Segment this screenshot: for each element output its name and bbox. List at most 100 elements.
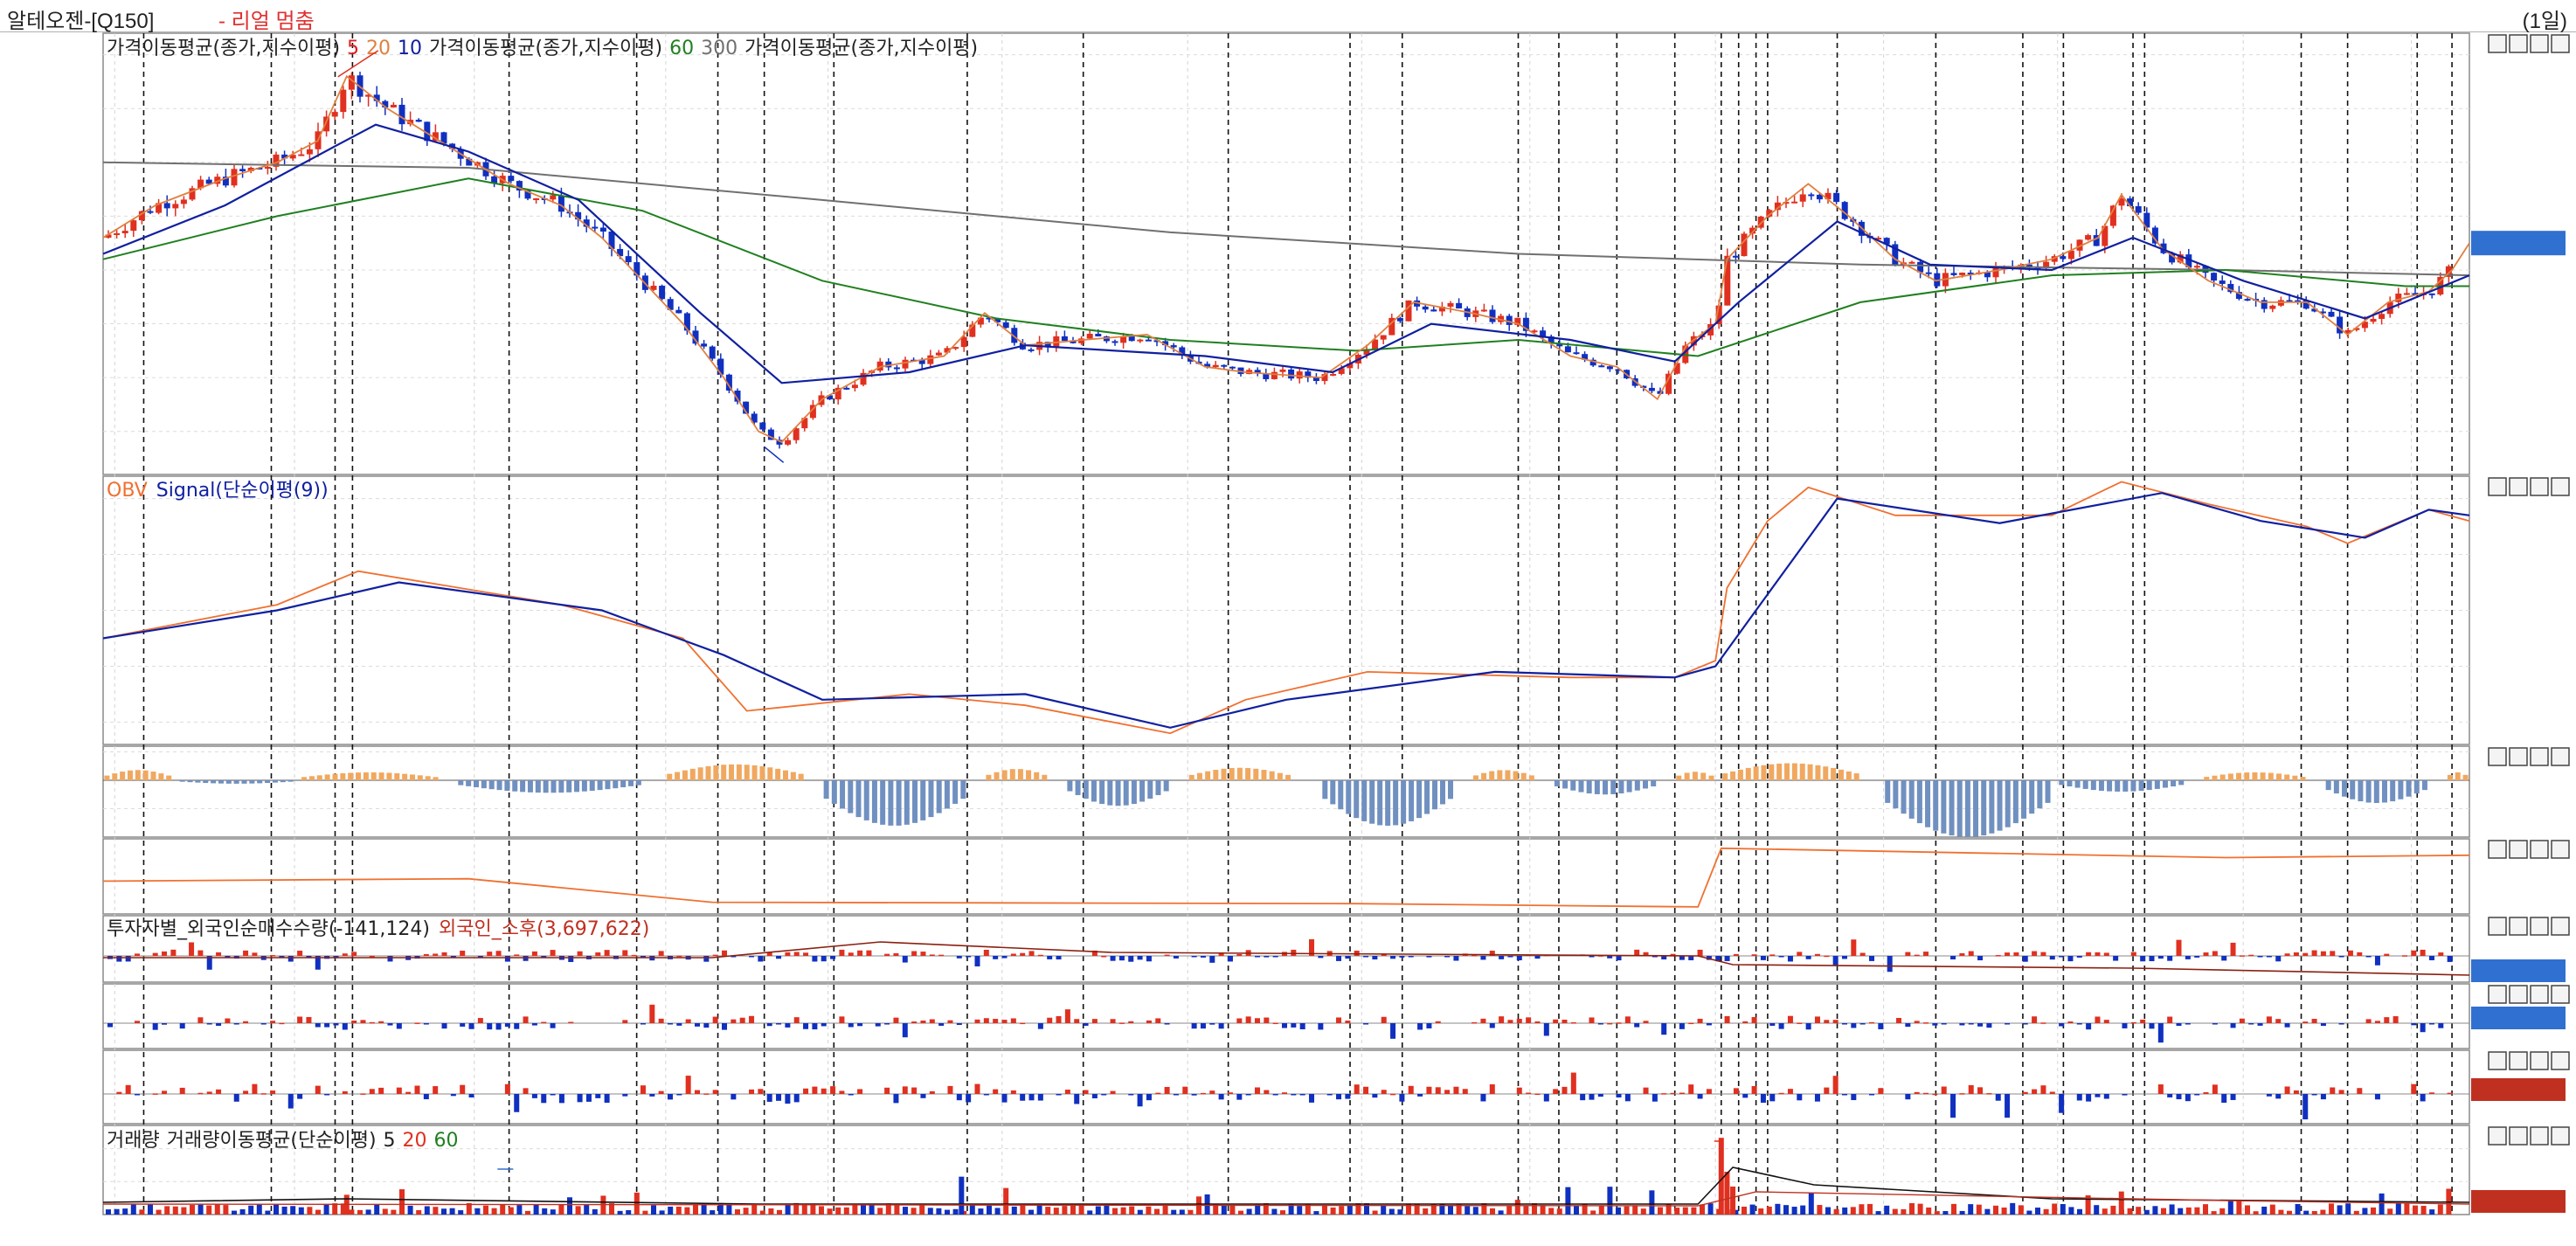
personal-bar xyxy=(1923,1092,1929,1095)
pane-restore-button[interactable] xyxy=(2488,747,2507,766)
pane-restore-button[interactable] xyxy=(2488,840,2507,859)
foreign-bar xyxy=(2130,952,2136,956)
volume-bar xyxy=(1917,1203,1923,1215)
pane-max-button[interactable] xyxy=(2530,917,2549,936)
institution-bar xyxy=(703,1023,710,1028)
pane-close-button[interactable] xyxy=(2551,985,2570,1004)
pane-min-button[interactable] xyxy=(2509,917,2528,936)
pane-close-button[interactable] xyxy=(2551,1051,2570,1070)
foreign-legend-part[interactable]: 외국인_소후(3,697,622) xyxy=(439,918,649,940)
institution-bar xyxy=(839,1016,845,1023)
volume-bar xyxy=(1616,1207,1621,1215)
personal-bar xyxy=(839,1090,845,1094)
pane-max-button[interactable] xyxy=(2530,747,2549,766)
volume-bar xyxy=(877,1208,883,1215)
pane-restore-button[interactable] xyxy=(2488,1051,2507,1070)
personal-bar xyxy=(1733,1088,1739,1094)
pane-min-button[interactable] xyxy=(2509,985,2528,1004)
price-candle xyxy=(2160,243,2167,253)
price-candle xyxy=(1883,238,1890,245)
personal-bar xyxy=(1146,1094,1152,1101)
volume-legend-part[interactable]: 거래량이동평균(단순이평) xyxy=(167,1130,377,1152)
osc-bar xyxy=(150,772,156,780)
pane-close-button[interactable] xyxy=(2551,34,2570,53)
price-legend-part[interactable]: 10 xyxy=(398,38,422,59)
pane-min-button[interactable] xyxy=(2509,1126,2528,1146)
pane-max-button[interactable] xyxy=(2530,840,2549,859)
price-legend-part[interactable]: 5 xyxy=(347,38,359,59)
foreign-bar xyxy=(2438,952,2444,956)
institution-bar xyxy=(1851,1023,1857,1028)
personal-bar xyxy=(2330,1087,2336,1094)
personal-bar xyxy=(1282,1092,1287,1094)
institution-bar xyxy=(333,1023,339,1026)
osc-bar xyxy=(1838,769,1844,780)
price-candle xyxy=(1522,317,1529,331)
institution-bar xyxy=(2212,1023,2218,1025)
obv-legend-part[interactable]: OBV xyxy=(107,480,148,502)
price-legend-part[interactable]: 가격이동평균(종가,지수이평) xyxy=(107,38,340,59)
pane-restore-button[interactable] xyxy=(2488,1126,2507,1146)
volume-legend-part[interactable]: 60 xyxy=(434,1130,459,1152)
volume-bar xyxy=(668,1206,674,1215)
pane-max-button[interactable] xyxy=(2530,1126,2549,1146)
volume-bar xyxy=(1901,1208,1907,1215)
institution-bar xyxy=(1064,1009,1070,1023)
pane-close-button[interactable] xyxy=(2551,747,2570,766)
pane-min-button[interactable] xyxy=(2509,477,2528,496)
osc-bar xyxy=(1001,770,1008,780)
personal-bar xyxy=(1074,1094,1080,1104)
pane-close-button[interactable] xyxy=(2551,840,2570,859)
pane-restore-button[interactable] xyxy=(2488,917,2507,936)
period-label[interactable]: (1일) xyxy=(2522,10,2567,33)
price-legend-part[interactable]: 가격이동평균(종가,지수이평) xyxy=(744,38,978,59)
osc-bar xyxy=(551,780,557,793)
pane-min-button[interactable] xyxy=(2509,747,2528,766)
price-candle xyxy=(843,387,850,390)
pane-restore-button[interactable] xyxy=(2488,477,2507,496)
pane-restore-button[interactable] xyxy=(2488,985,2507,1004)
price-legend-part[interactable]: 가격이동평균(종가,지수이평) xyxy=(429,38,662,59)
foreign-bar xyxy=(1272,956,1278,958)
volume-legend-part[interactable]: 5 xyxy=(384,1130,396,1152)
osc-bar xyxy=(1831,767,1837,780)
price-candle xyxy=(1984,272,1991,278)
foreign-legend-part[interactable]: 투자자별_외국인순매수수량(-141,124) xyxy=(107,918,430,940)
pane-min-button[interactable] xyxy=(2509,34,2528,53)
volume-bar xyxy=(2043,1208,2049,1215)
pane-close-button[interactable] xyxy=(2551,477,2570,496)
pane-close-button[interactable] xyxy=(2551,917,2570,936)
volume-bar xyxy=(274,1204,279,1215)
pane-max-button[interactable] xyxy=(2530,985,2549,1004)
volume-legend-part[interactable]: 20 xyxy=(403,1130,427,1152)
pane-min-button[interactable] xyxy=(2509,840,2528,859)
price-legend-part[interactable]: 300 xyxy=(701,38,737,59)
osc-bar xyxy=(620,780,627,787)
volume-bar xyxy=(2018,1205,2024,1215)
institution-bar xyxy=(1724,1015,1730,1023)
personal-bar xyxy=(468,1094,474,1097)
pane-restore-button[interactable] xyxy=(2488,34,2507,53)
volume-bar xyxy=(1506,1206,1513,1215)
stock-chart-area[interactable]: 가격이동평균(종가,지수이평) 5 20 10 가격이동평균(종가,지수이평) 60 300… xyxy=(0,31,2576,1246)
institution-bar xyxy=(1616,1022,1622,1024)
osc-bar xyxy=(2275,773,2282,780)
osc-bar xyxy=(2447,774,2453,780)
pane-max-button[interactable] xyxy=(2530,477,2549,496)
volume-bar xyxy=(1749,1204,1755,1215)
personal-bar xyxy=(758,1089,764,1094)
institution-bar xyxy=(1236,1018,1243,1023)
price-candle xyxy=(1347,363,1354,369)
volume-legend-part[interactable]: 거래량 xyxy=(107,1130,160,1152)
pane-close-button[interactable] xyxy=(2551,1126,2570,1146)
pane-max-button[interactable] xyxy=(2530,34,2549,53)
volume-bar xyxy=(550,1209,556,1215)
personal-bar xyxy=(1814,1094,1820,1102)
institution-bar xyxy=(1209,1023,1215,1025)
obv-legend-part[interactable]: Signal(단순이평(9)) xyxy=(156,480,329,502)
price-legend-part[interactable]: 60 xyxy=(669,38,694,59)
live-status[interactable]: - 리얼 멈춤 xyxy=(218,10,315,33)
volume-bar xyxy=(617,1210,623,1215)
pane-min-button[interactable] xyxy=(2509,1051,2528,1070)
pane-max-button[interactable] xyxy=(2530,1051,2549,1070)
